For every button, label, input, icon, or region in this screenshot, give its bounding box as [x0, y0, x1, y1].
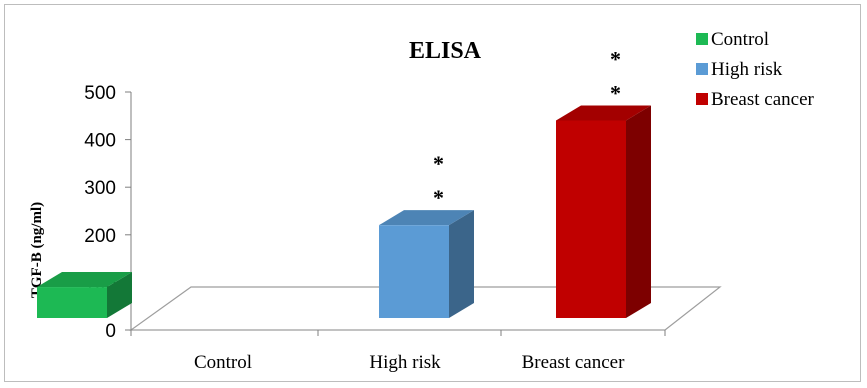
elisa-bar-chart: ELISA TGF-B (ng/ml) 0100200300400500 Con…	[29, 29, 815, 373]
bar-breast-cancer	[556, 105, 651, 319]
bar-top	[37, 272, 132, 288]
bar-side	[107, 272, 132, 318]
legend-label: High risk	[711, 59, 783, 80]
legend-label: Breast cancer	[711, 89, 815, 110]
y-tick-label: 200	[84, 226, 116, 247]
chart-floor	[129, 286, 722, 331]
x-axis-labels: Control High risk Breast cancer	[194, 352, 625, 373]
legend-label: Control	[711, 29, 769, 50]
bar-top	[379, 210, 474, 226]
significance-high-risk: * *	[433, 151, 444, 210]
legend: Control High risk Breast cancer	[696, 29, 815, 110]
legend-swatch	[696, 63, 708, 75]
legend-item-high-risk: High risk	[696, 59, 783, 80]
significance-markers: * * * *	[433, 46, 621, 210]
bar-high-risk	[379, 210, 474, 318]
bar-control	[37, 272, 132, 318]
floor-outline	[129, 286, 722, 331]
legend-swatch	[696, 33, 708, 45]
bar-front	[556, 120, 626, 319]
bar-side	[626, 105, 651, 319]
y-tick-label: 0	[105, 321, 116, 342]
chart-title: ELISA	[409, 38, 482, 64]
legend-item-breast-cancer: Breast cancer	[696, 89, 815, 110]
y-tick-label: 500	[84, 83, 116, 104]
legend-swatch	[696, 93, 708, 105]
bar-top	[556, 105, 651, 121]
x-label-high-risk: High risk	[369, 352, 441, 373]
chart-frame: ELISA TGF-B (ng/ml) 0100200300400500 Con…	[4, 4, 861, 382]
bar-front	[379, 225, 449, 318]
x-label-breast-cancer: Breast cancer	[522, 352, 626, 373]
y-tick-label: 400	[84, 131, 116, 152]
legend-item-control: Control	[696, 29, 769, 50]
bars	[37, 105, 651, 319]
bar-front	[37, 287, 107, 318]
bar-side	[449, 210, 474, 318]
y-axis-label: TGF-B (ng/ml)	[29, 202, 45, 298]
y-tick-label: 300	[84, 178, 116, 199]
x-label-control: Control	[194, 352, 252, 373]
significance-breast-cancer: * *	[610, 46, 621, 105]
